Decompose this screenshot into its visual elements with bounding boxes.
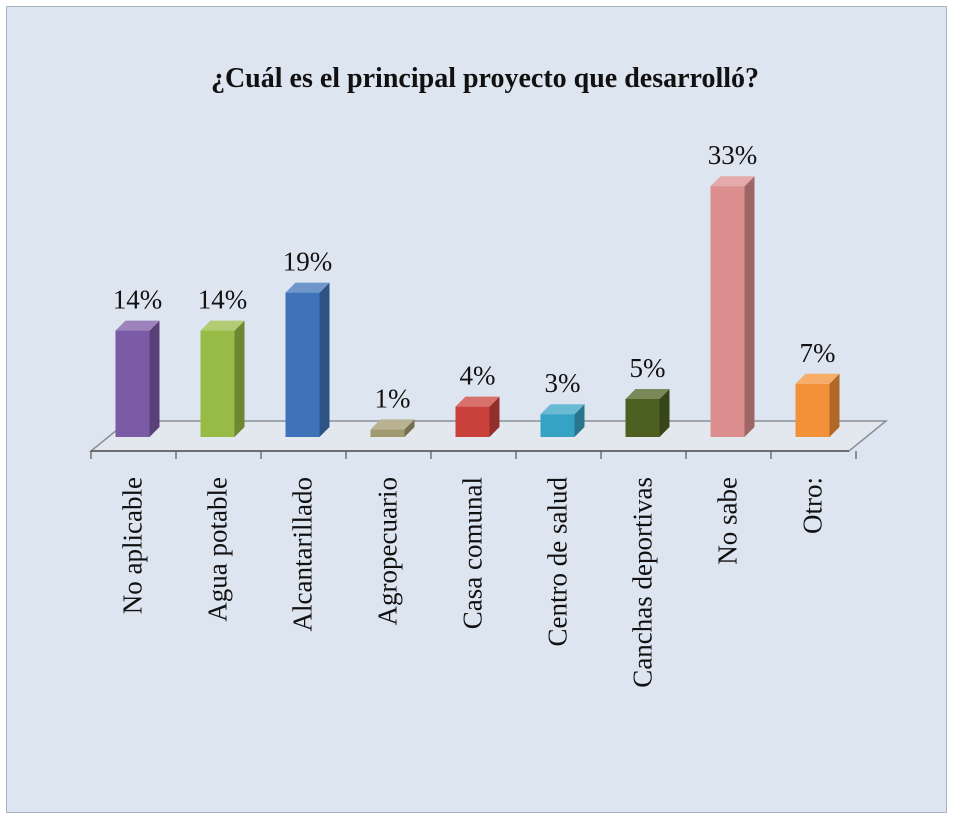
bar-3 [285, 282, 330, 437]
bar-side [489, 396, 500, 437]
x-tick-label-2: Agua potable [203, 477, 233, 622]
bar-5 [455, 396, 500, 437]
chart-title: ¿Cuál es el principal proyecto que desar… [211, 63, 759, 94]
bar-side [149, 320, 160, 437]
bar-top [540, 404, 585, 415]
bar-6 [540, 404, 585, 437]
bar-top [455, 396, 500, 407]
bar-top [115, 320, 160, 331]
bar-side [404, 419, 415, 437]
bar-side [744, 176, 755, 437]
bar-front [285, 292, 320, 437]
x-tick-label-3: Alcantarillado [288, 477, 318, 631]
bar-1 [115, 320, 160, 437]
bar-2 [200, 320, 245, 437]
bar-front [200, 330, 235, 437]
data-label-1: 14% [113, 285, 163, 315]
x-tick-label-7: Canchas deportivas [628, 477, 658, 688]
x-tick-label-1: No aplicable [118, 477, 148, 614]
bar-side [234, 320, 245, 437]
bar-front [795, 383, 830, 437]
data-label-6: 3% [545, 368, 581, 398]
chart-svg: ¿Cuál es el principal proyecto que desar… [88, 63, 889, 688]
x-tick-label-8: No sabe [713, 477, 743, 565]
bar-4 [370, 419, 415, 437]
data-label-7: 5% [630, 353, 666, 383]
bar-front [710, 186, 745, 437]
bar-top [795, 373, 840, 384]
data-label-5: 4% [460, 361, 496, 391]
bar-side [574, 404, 585, 437]
x-tick-label-6: Centro de salud [543, 477, 573, 647]
bar-8 [710, 176, 755, 437]
bars-group [115, 176, 840, 437]
data-label-3: 19% [283, 247, 333, 277]
bar-side [829, 373, 840, 437]
bar-7 [625, 389, 670, 437]
bar-top [200, 320, 245, 331]
bar-front [370, 429, 405, 437]
bar-top [285, 282, 330, 293]
bar-side [659, 389, 670, 437]
data-label-4: 1% [375, 383, 411, 413]
x-tick-label-4: Agropecuario [373, 477, 403, 625]
x-tick-label-9: Otro: [798, 477, 828, 534]
bar-front [540, 414, 575, 437]
bar-side [319, 282, 330, 437]
bar-front [625, 399, 660, 437]
data-label-9: 7% [800, 338, 836, 368]
labels-group: 14% No aplicable 14% Agua potable 19% Alcanta… [113, 140, 836, 687]
data-label-2: 14% [198, 285, 248, 315]
bar-9 [795, 373, 840, 437]
bar-top [710, 176, 755, 187]
bar-front [115, 330, 150, 437]
chart-frame: ¿Cuál es el principal proyecto que desar… [6, 6, 947, 813]
data-label-8: 33% [708, 140, 758, 170]
bar-top [370, 419, 415, 430]
bar-top [625, 389, 670, 399]
bar-front [455, 406, 490, 437]
x-tick-label-5: Casa comunal [458, 477, 488, 629]
